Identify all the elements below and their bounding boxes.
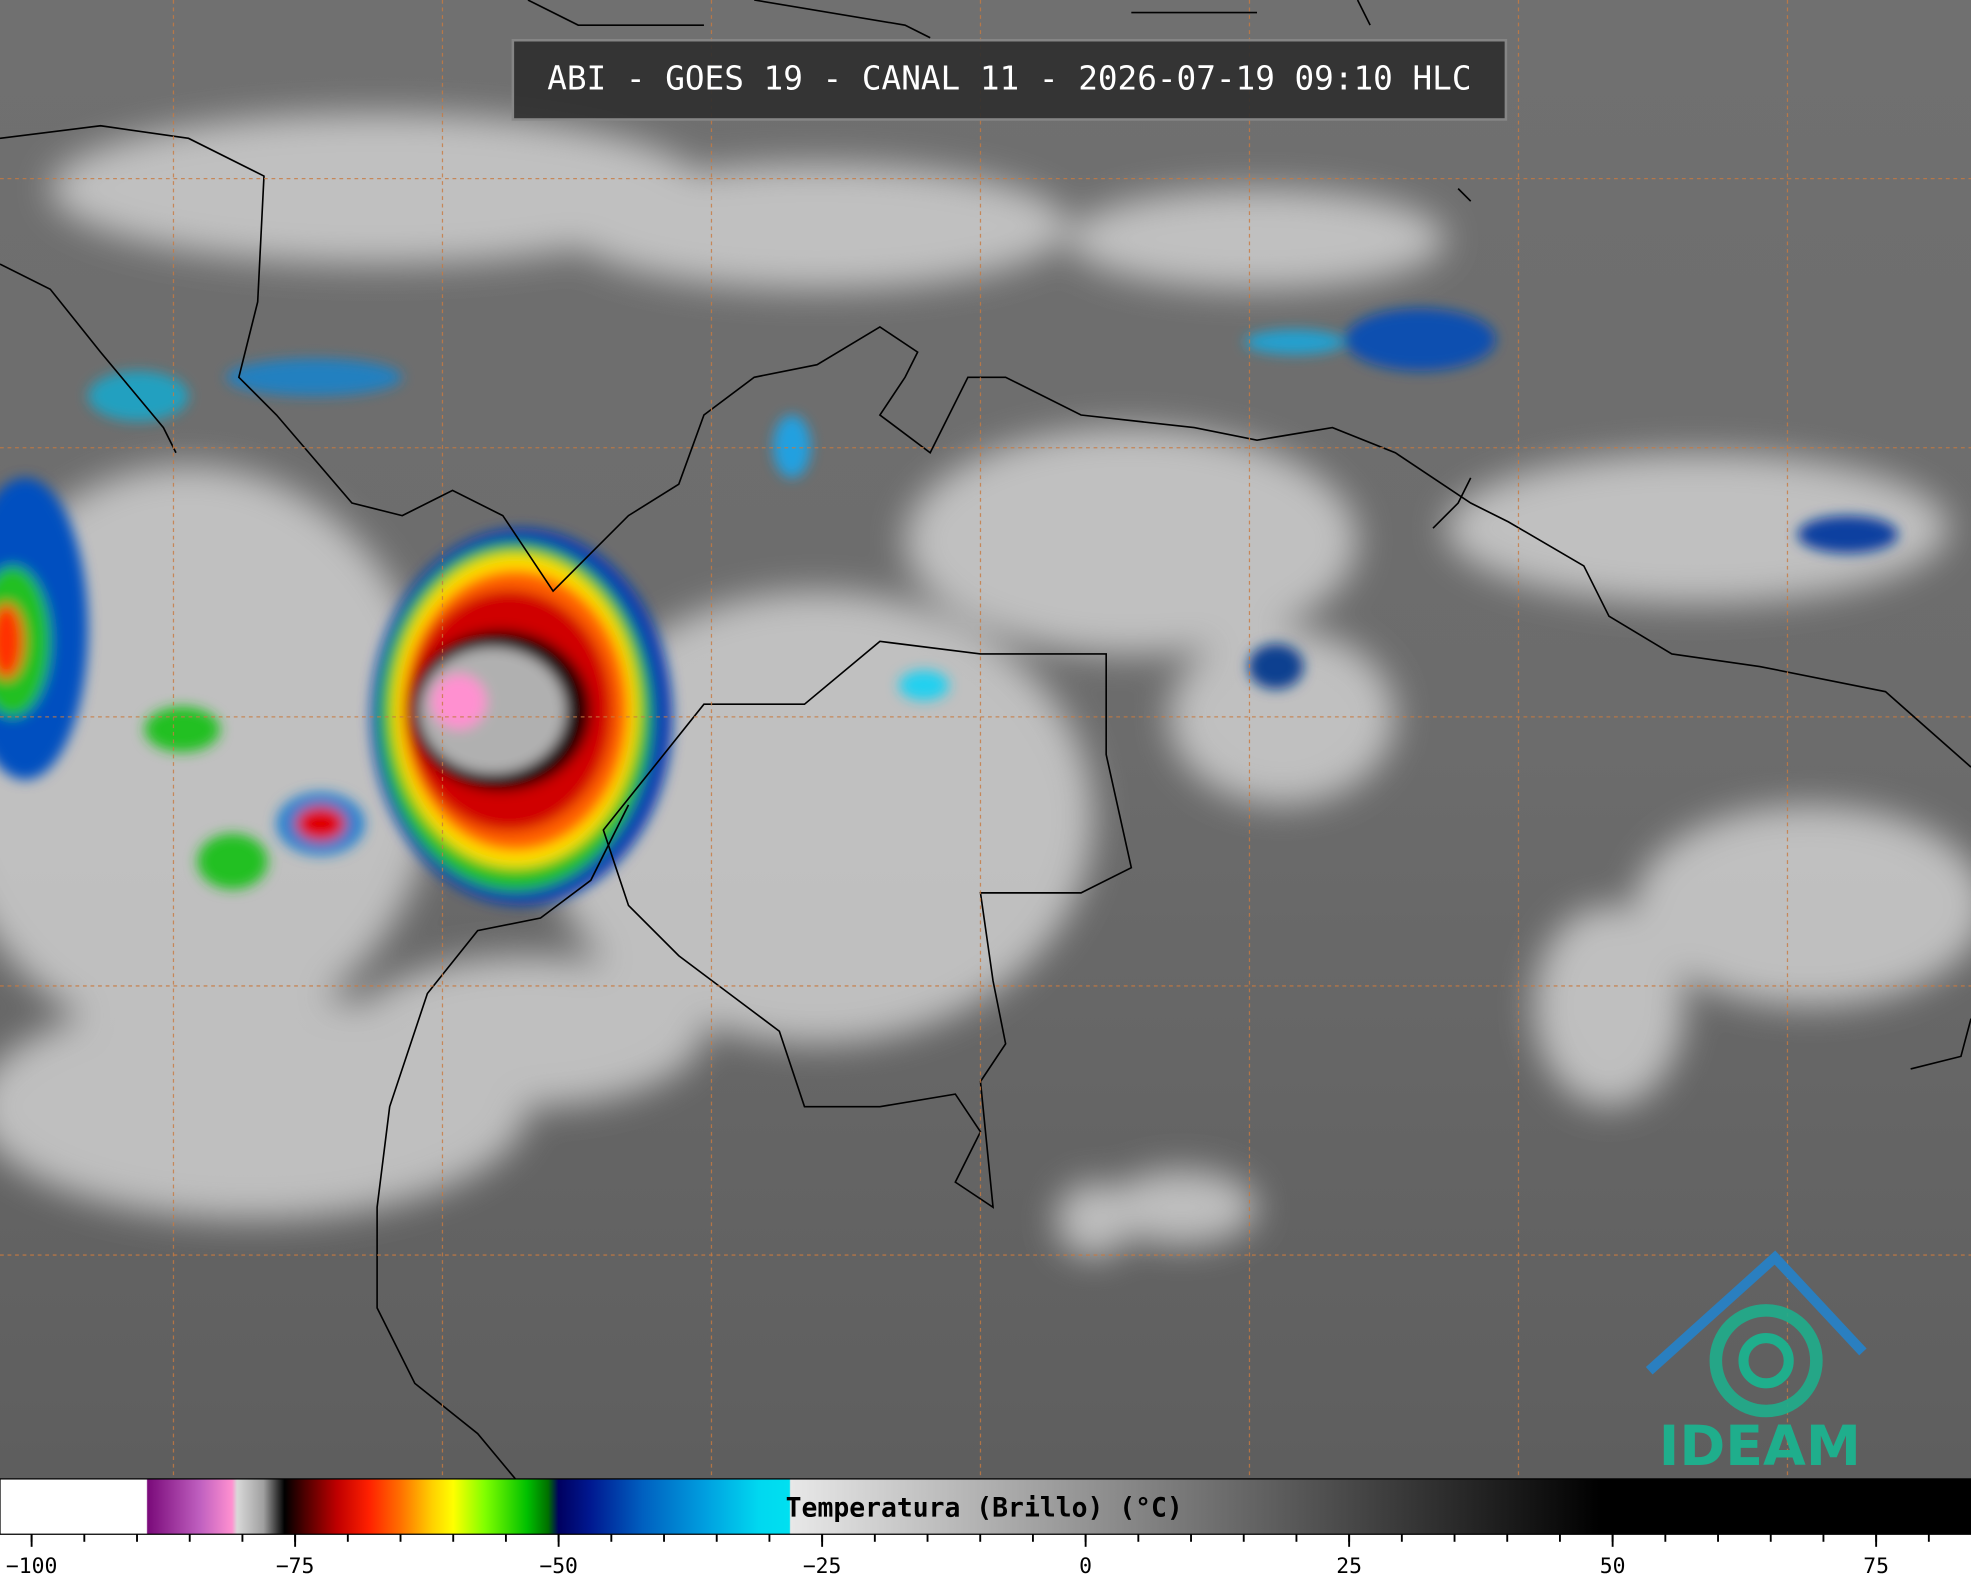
logo-text: IDEAM — [1659, 1415, 1861, 1479]
colorbar-axis: −100 −75 −50 −25 0 25 50 75 — [6, 1534, 1930, 1577]
clouds — [0, 113, 1971, 1258]
logo-swirl — [1709, 1304, 1823, 1418]
tick-label: 25 — [1336, 1554, 1362, 1577]
colorbar-label: Temperatura (Brillo) (°C) — [786, 1493, 1183, 1524]
colorbar — [0, 1478, 1971, 1535]
title-background — [511, 38, 1508, 121]
logo: IDEAM — [1645, 1250, 1867, 1479]
tick-label: −75 — [276, 1554, 315, 1577]
logo-swirl-inner — [1738, 1333, 1794, 1389]
title: ABI - GOES 19 - CANAL 11 - 2026-07-19 09… — [547, 59, 1471, 97]
graticule — [0, 0, 1971, 1479]
tick-label: 50 — [1600, 1554, 1626, 1577]
coastlines — [0, 0, 1971, 1480]
logo-roof — [1645, 1250, 1867, 1375]
title-box: ABI - GOES 19 - CANAL 11 - 2026-07-19 09… — [511, 38, 1508, 121]
tick-label: −50 — [539, 1554, 578, 1577]
tick-label: 0 — [1079, 1554, 1092, 1577]
tick-label: −25 — [803, 1554, 842, 1577]
tick-label: −100 — [6, 1554, 57, 1577]
tick-label: 75 — [1863, 1554, 1889, 1577]
